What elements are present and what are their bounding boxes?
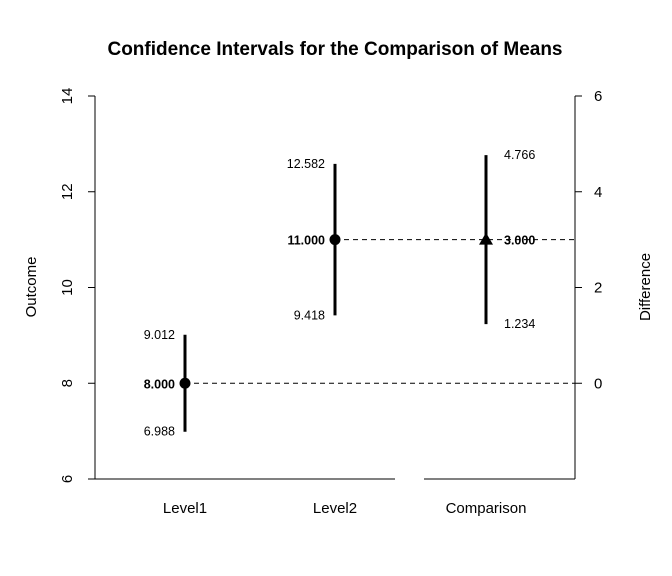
x-tick-label: Level1 [163, 500, 207, 517]
lower-label: 9.418 [294, 308, 325, 322]
y-left-tick-label: 12 [59, 183, 76, 200]
chart-title: Confidence Intervals for the Comparison … [107, 39, 562, 60]
y-left-tick-label: 6 [59, 475, 76, 483]
y-axis-left-label: Outcome [23, 257, 40, 318]
y-left-tick-label: 8 [59, 379, 76, 387]
mean-label: 8.000 [144, 377, 175, 391]
upper-label: 4.766 [504, 148, 535, 162]
mean-point-level1 [179, 377, 191, 389]
x-tick-label: Comparison [446, 500, 527, 517]
difference-point-comparison [479, 232, 493, 245]
x-tick-label: Level2 [313, 500, 357, 517]
upper-label: 9.012 [144, 328, 175, 342]
y-left-tick-label: 10 [59, 279, 76, 296]
mean-point-level2 [329, 234, 341, 246]
difference-label: 3.000 [504, 234, 535, 248]
lower-label: 1.234 [504, 317, 535, 331]
mean-label: 11.000 [287, 234, 325, 248]
y-left-tick-label: 14 [59, 88, 76, 105]
y-right-tick-label: 2 [594, 280, 602, 297]
lower-label: 6.988 [144, 425, 175, 439]
upper-label: 12.582 [287, 157, 325, 171]
y-right-tick-label: 4 [594, 184, 602, 201]
y-right-tick-label: 0 [594, 375, 602, 392]
y-right-tick-label: 6 [594, 88, 602, 105]
y-axis-right-label: Difference [637, 253, 654, 321]
